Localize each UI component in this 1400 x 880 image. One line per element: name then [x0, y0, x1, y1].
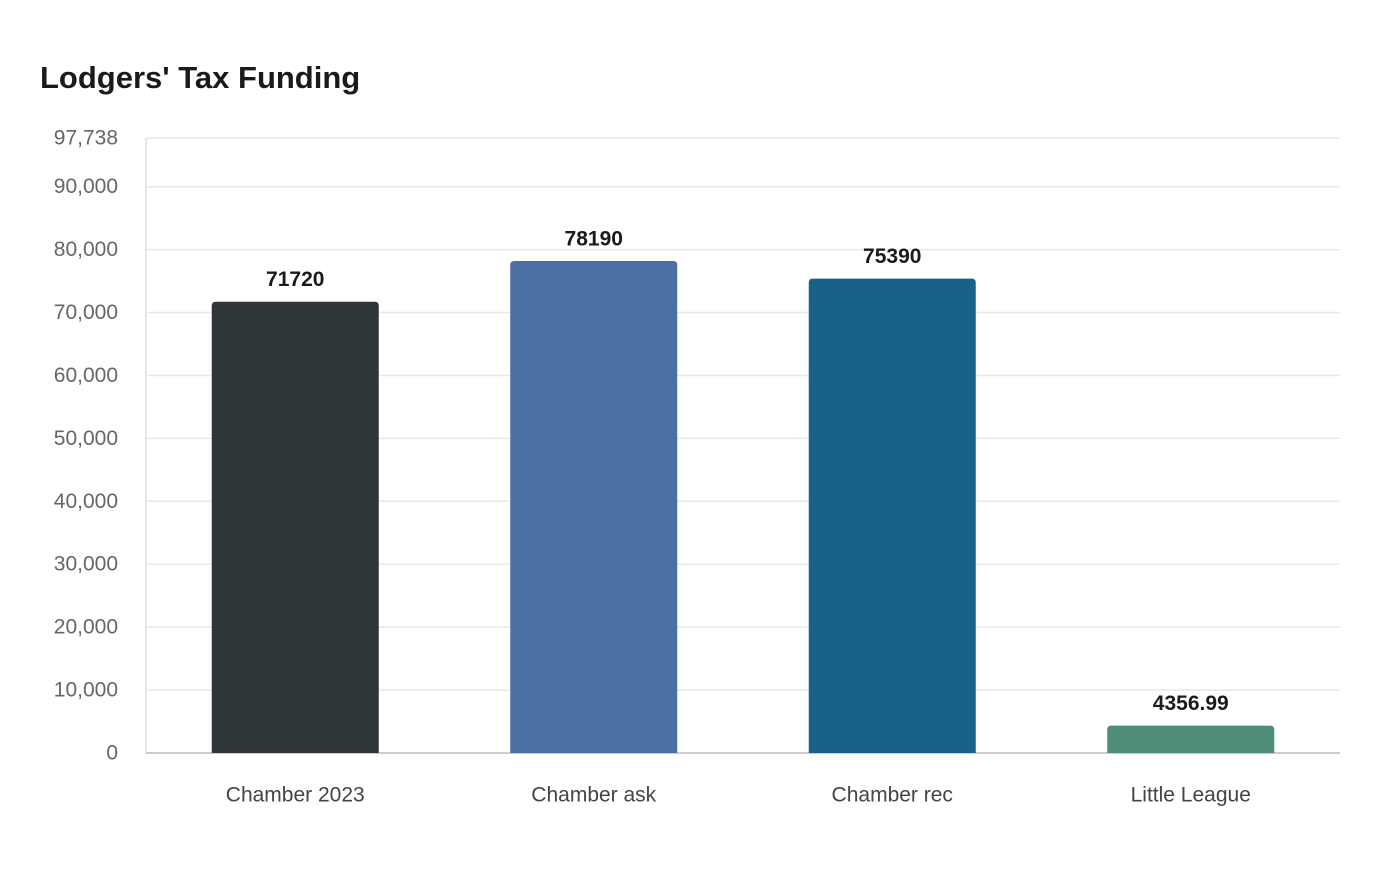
- y-tick-label: 70,000: [54, 301, 118, 324]
- x-category-label: Little League: [1131, 784, 1251, 807]
- y-tick-label: 97,738: [54, 127, 118, 150]
- bar: [1107, 725, 1275, 753]
- bar-value-label: 75390: [863, 245, 921, 268]
- bar: [510, 261, 678, 753]
- y-tick-label: 50,000: [54, 427, 118, 450]
- x-category-label: Chamber rec: [832, 784, 953, 807]
- bar-value-label: 71720: [266, 268, 324, 291]
- labels: 0 10,000 20,000 30,000 40,000 50,000 60,000 70,…: [54, 127, 1251, 807]
- y-tick-label: 30,000: [54, 553, 118, 576]
- y-tick-label: 0: [106, 742, 118, 765]
- bar: [808, 278, 976, 753]
- x-category-label: Chamber ask: [531, 784, 656, 807]
- y-tick-label: 60,000: [54, 364, 118, 387]
- y-tick-label: 80,000: [54, 238, 118, 261]
- y-tick-label: 10,000: [54, 679, 118, 702]
- bar-value-label: 4356.99: [1153, 692, 1229, 715]
- x-category-label: Chamber 2023: [226, 784, 365, 807]
- y-tick-label: 90,000: [54, 175, 118, 198]
- bars: [211, 261, 1275, 753]
- y-tick-label: 20,000: [54, 616, 118, 639]
- y-tick-label: 40,000: [54, 490, 118, 513]
- bar-value-label: 78190: [565, 228, 623, 251]
- chart-title: Lodgers' Tax Funding: [40, 60, 361, 95]
- bar: [211, 301, 379, 753]
